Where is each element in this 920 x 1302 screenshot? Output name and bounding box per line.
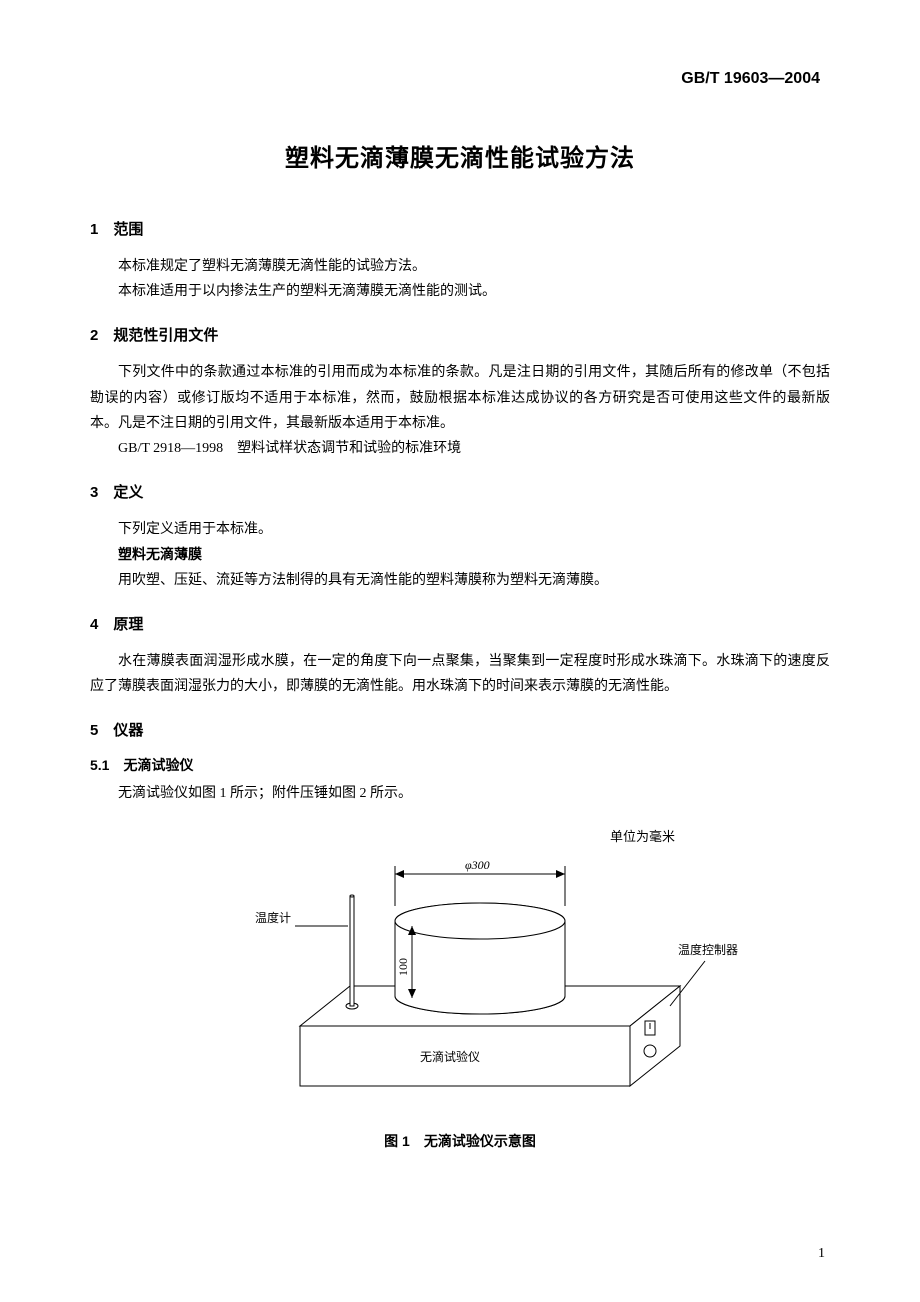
page-number: 1 (818, 1246, 825, 1262)
section-5-1-p1: 无滴试验仪如图 1 所示；附件压锤如图 2 所示。 (90, 781, 830, 806)
section-1-p1: 本标准规定了塑料无滴薄膜无滴性能的试验方法。 (90, 254, 830, 279)
figure-unit-label: 单位为毫米 (610, 826, 675, 845)
section-1-heading: 1 范围 (90, 218, 830, 239)
figure-height-label: 100 (396, 958, 410, 976)
section-3-heading: 3 定义 (90, 481, 830, 502)
figure-thermometer-label: 温度计 (255, 910, 291, 925)
figure-diameter-label: φ300 (465, 858, 490, 872)
figure-1-diagram: 无滴试验仪 温度控制器 (180, 826, 740, 1116)
section-2-p1: 下列文件中的条款通过本标准的引用而成为本标准的条款。凡是注日期的引用文件，其随后… (90, 360, 830, 436)
section-5-1-heading: 5.1 无滴试验仪 (90, 755, 830, 775)
section-5-heading: 5 仪器 (90, 719, 830, 740)
figure-controller-label: 温度控制器 (678, 942, 738, 957)
section-4-heading: 4 原理 (90, 613, 830, 634)
figure-1-svg-wrap: 无滴试验仪 温度控制器 (90, 826, 830, 1121)
section-2-p2: GB/T 2918—1998 塑料试样状态调节和试验的标准环境 (90, 436, 830, 461)
section-3-p1: 下列定义适用于本标准。 (90, 517, 830, 542)
document-title: 塑料无滴薄膜无滴性能试验方法 (90, 138, 830, 173)
section-3-term: 塑料无滴薄膜 (90, 542, 830, 567)
section-3-p2: 用吹塑、压延、流延等方法制得的具有无滴性能的塑料薄膜称为塑料无滴薄膜。 (90, 568, 830, 593)
standard-code: GB/T 19603—2004 (90, 70, 830, 88)
section-4-p1: 水在薄膜表面润湿形成水膜，在一定的角度下向一点聚集，当聚集到一定程度时形成水珠滴… (90, 649, 830, 699)
section-1-p2: 本标准适用于以内掺法生产的塑料无滴薄膜无滴性能的测试。 (90, 279, 830, 304)
figure-1-caption: 图 1 无滴试验仪示意图 (90, 1131, 830, 1151)
section-2-heading: 2 规范性引用文件 (90, 324, 830, 345)
figure-device-label: 无滴试验仪 (420, 1049, 480, 1064)
figure-1-container: 单位为毫米 无滴试验仪 温度控制器 (90, 826, 830, 1151)
